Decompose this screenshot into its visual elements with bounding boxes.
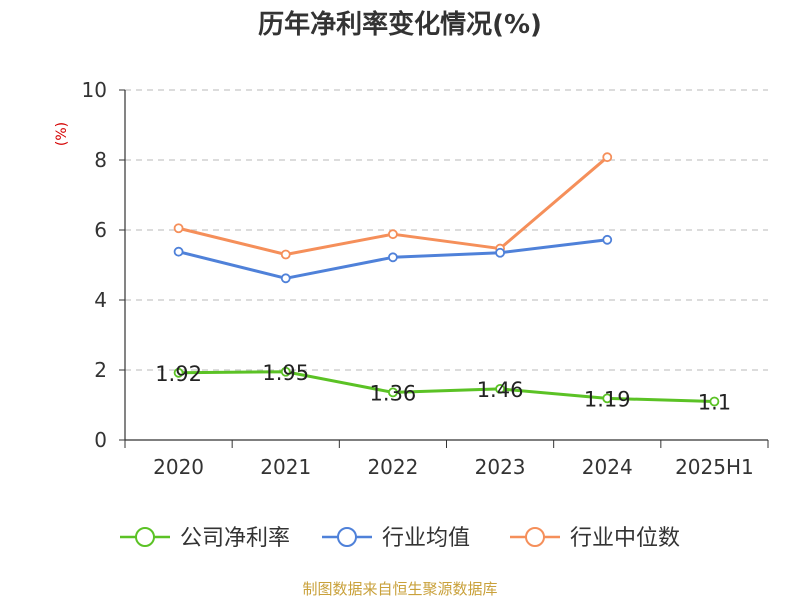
data-point — [280, 273, 291, 284]
data-point — [173, 246, 184, 257]
legend-marker — [525, 527, 545, 547]
data-label: 1.1 — [698, 391, 731, 415]
y-tick-label: 10 — [82, 78, 107, 102]
y-tick-label: 2 — [94, 358, 107, 382]
legend-marker — [337, 527, 357, 547]
data-source-note: 制图数据来自恒生聚源数据库 — [302, 580, 498, 598]
x-tick-label: 2025H1 — [675, 455, 754, 479]
data-point — [602, 393, 613, 404]
x-tick-label: 2023 — [475, 455, 526, 479]
data-point — [173, 367, 184, 378]
data-point — [388, 387, 398, 398]
legend-label: 公司净利率 — [180, 526, 290, 551]
data-point — [388, 229, 398, 240]
data-point — [495, 247, 505, 258]
data-point — [280, 366, 291, 377]
data-point — [173, 223, 184, 234]
data-label: 1.36 — [370, 381, 417, 405]
legend-marker — [135, 527, 155, 547]
data-point — [602, 152, 613, 163]
data-label: 1.92 — [155, 362, 202, 386]
data-point — [388, 252, 398, 263]
y-tick-label: 8 — [94, 148, 107, 172]
x-tick-label: 2024 — [582, 455, 633, 479]
y-tick-label: 4 — [94, 288, 107, 312]
data-label: 1.19 — [584, 387, 631, 411]
series-line — [178, 370, 715, 403]
data-point — [709, 396, 720, 407]
data-label: 1.95 — [262, 361, 309, 385]
y-tick-label: 0 — [94, 428, 107, 452]
y-tick-label: 6 — [94, 218, 107, 242]
data-label: 1.46 — [477, 378, 524, 402]
x-tick-label: 2020 — [153, 455, 204, 479]
legend-label: 行业均值 — [382, 526, 470, 551]
chart-title: 历年净利率变化情况(%) — [258, 10, 542, 40]
series-line — [178, 156, 609, 256]
data-point — [495, 383, 505, 394]
data-point — [602, 234, 613, 245]
legend-label: 行业中位数 — [570, 526, 680, 551]
data-point — [280, 249, 291, 260]
x-tick-label: 2021 — [260, 455, 311, 479]
x-tick-label: 2022 — [367, 455, 418, 479]
